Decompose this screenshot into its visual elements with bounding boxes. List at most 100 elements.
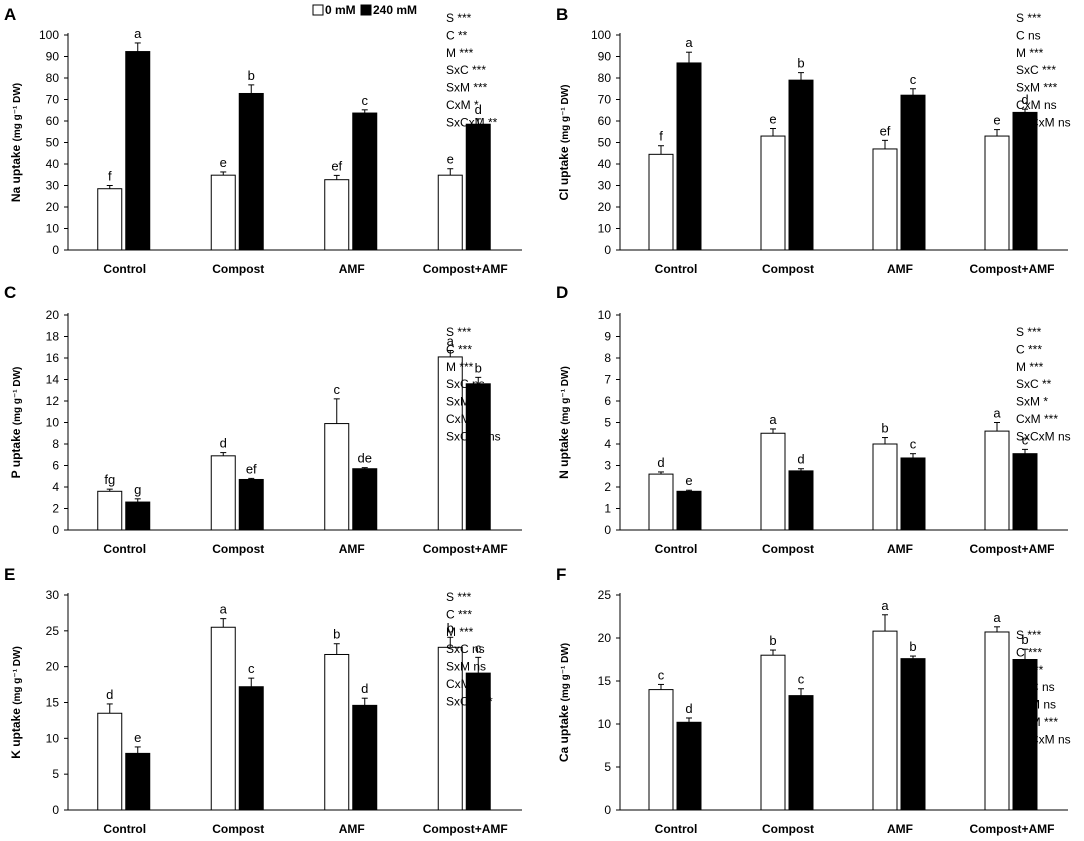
x-tick-label: AMF [887, 262, 913, 276]
y-tick-label: 10 [46, 416, 60, 430]
stat-annotation: SxC *** [446, 63, 486, 77]
x-tick-label: AMF [339, 542, 365, 556]
y-tick-label: 30 [598, 179, 612, 193]
y-axis-label-unit: (mg g⁻¹ DW) [560, 366, 571, 425]
stat-annotation: SxCxM * [446, 694, 493, 708]
bar-A-0mM-Compost [210, 174, 236, 251]
y-tick-label: 90 [46, 50, 60, 64]
x-tick-label: Compost+AMF [970, 542, 1055, 556]
y-tick-label: 8 [604, 351, 611, 365]
y-tick-label: 100 [591, 28, 611, 42]
y-tick-label: 90 [598, 50, 612, 64]
bar-A-240mM-AMF [352, 112, 378, 251]
bar-E-0mM-AMF [324, 653, 350, 811]
significance-letter: b [333, 627, 340, 642]
stat-annotation: C *** [446, 607, 472, 621]
y-tick-label: 15 [46, 696, 60, 710]
bar-C-240mM-AMF [352, 468, 378, 531]
bar-F-240mM-Compost+AMF [1012, 659, 1038, 811]
bar-C-0mM-Control [97, 490, 123, 531]
significance-letter: c [658, 667, 665, 682]
bar-C-240mM-Compost+AMF [465, 383, 491, 531]
stat-annotation: SxC ns [446, 642, 485, 656]
y-axis-label-main: K uptake [9, 705, 23, 759]
y-axis-label-unit: (mg g⁻¹ DW) [560, 643, 571, 702]
y-axis-label: N uptake (mg g⁻¹ DW) [557, 366, 571, 479]
bar-A-0mM-Compost+AMF [437, 174, 463, 251]
significance-letter: e [447, 152, 454, 167]
stat-annotation: S *** [446, 325, 472, 339]
panel-letter: F [556, 565, 566, 584]
x-tick-label: Compost [212, 542, 264, 556]
significance-letter: e [685, 473, 692, 488]
bar-D-0mM-AMF [872, 443, 898, 531]
stat-annotation: M *** [446, 360, 474, 374]
bar-C-240mM-Control [125, 501, 151, 531]
x-tick-label: Compost [762, 822, 814, 836]
bar-B-240mM-Compost [788, 79, 814, 251]
stat-annotation: SxCxM ns [1016, 732, 1071, 746]
significance-letter: b [797, 56, 804, 71]
bar-F-240mM-Compost [788, 695, 814, 811]
bar-D-0mM-Control [648, 473, 674, 531]
significance-letter: ef [246, 461, 257, 476]
significance-letter: a [685, 35, 693, 50]
y-tick-label: 10 [598, 308, 612, 322]
panel-F: F 0 5 10 15 20 25 Ca uptake (mg g⁻¹ DW) c d Contro… [556, 565, 1071, 836]
significance-letter: f [659, 129, 663, 144]
y-axis-label-unit: (mg g⁻¹ DW) [12, 83, 23, 142]
panel-C: C 0 2 4 6 8 10 12 14 16 18 20 P uptake (mg g⁻¹ DW) fg… [4, 283, 522, 556]
y-axis-label-unit: (mg g⁻¹ DW) [12, 646, 23, 705]
stat-annotation: C ** [446, 28, 468, 42]
bar-B-0mM-Control [648, 153, 674, 251]
significance-letter: d [657, 455, 664, 470]
bar-D-0mM-Compost+AMF [984, 430, 1010, 531]
y-tick-label: 14 [46, 373, 60, 387]
bar-D-0mM-Compost [760, 432, 786, 531]
significance-letter: b [881, 421, 888, 436]
significance-letter: a [134, 26, 142, 41]
stat-annotation: C *** [1016, 645, 1042, 659]
significance-letter: c [362, 93, 369, 108]
y-tick-label: 8 [52, 437, 59, 451]
stat-annotation: SxM ns [446, 660, 486, 674]
y-tick-label: 20 [46, 200, 60, 214]
x-tick-label: Control [655, 262, 698, 276]
bar-B-0mM-Compost+AMF [984, 135, 1010, 251]
stat-annotation: SxCxM ns [1016, 429, 1071, 443]
x-tick-label: AMF [887, 542, 913, 556]
y-tick-label: 15 [598, 674, 612, 688]
stat-annotation: S *** [1016, 628, 1042, 642]
y-tick-label: 10 [598, 222, 612, 236]
bar-C-240mM-Compost [238, 478, 264, 531]
y-tick-label: 0 [604, 803, 611, 817]
significance-letter: c [910, 72, 917, 87]
bar-E-0mM-Compost [210, 626, 236, 811]
x-tick-label: Compost+AMF [423, 542, 508, 556]
stat-annotation: C *** [1016, 342, 1042, 356]
y-tick-label: 80 [46, 71, 60, 85]
stat-annotation: M *** [1016, 46, 1044, 60]
bar-B-240mM-Control [676, 62, 702, 251]
significance-letter: e [220, 155, 227, 170]
y-tick-label: 20 [598, 200, 612, 214]
significance-letter: d [797, 452, 804, 467]
y-axis-label-main: Na uptake [9, 141, 23, 202]
y-tick-label: 20 [46, 660, 60, 674]
stat-annotation: S *** [446, 590, 472, 604]
y-tick-label: 10 [46, 222, 60, 236]
x-tick-label: Control [103, 822, 146, 836]
y-tick-label: 1 [604, 502, 611, 516]
stat-annotation: SxCxM ** [446, 115, 498, 129]
y-tick-label: 30 [46, 179, 60, 193]
stat-annotation: CxM *** [1016, 715, 1058, 729]
panel-A: A 0 10 20 30 40 50 60 70 80 90 100 Na uptake (mg g⁻¹… [4, 5, 522, 276]
x-tick-label: Compost [212, 262, 264, 276]
y-tick-label: 40 [46, 157, 60, 171]
stat-annotation: CxM *** [446, 677, 488, 691]
legend-swatch-0 [312, 4, 324, 16]
panel-E: E 0 5 10 15 20 25 30 K uptake (mg g⁻¹ DW) d e Contr… [4, 565, 522, 836]
significance-letter: d [361, 681, 368, 696]
significance-letter: fg [104, 472, 115, 487]
stat-annotation: M *** [1016, 360, 1044, 374]
